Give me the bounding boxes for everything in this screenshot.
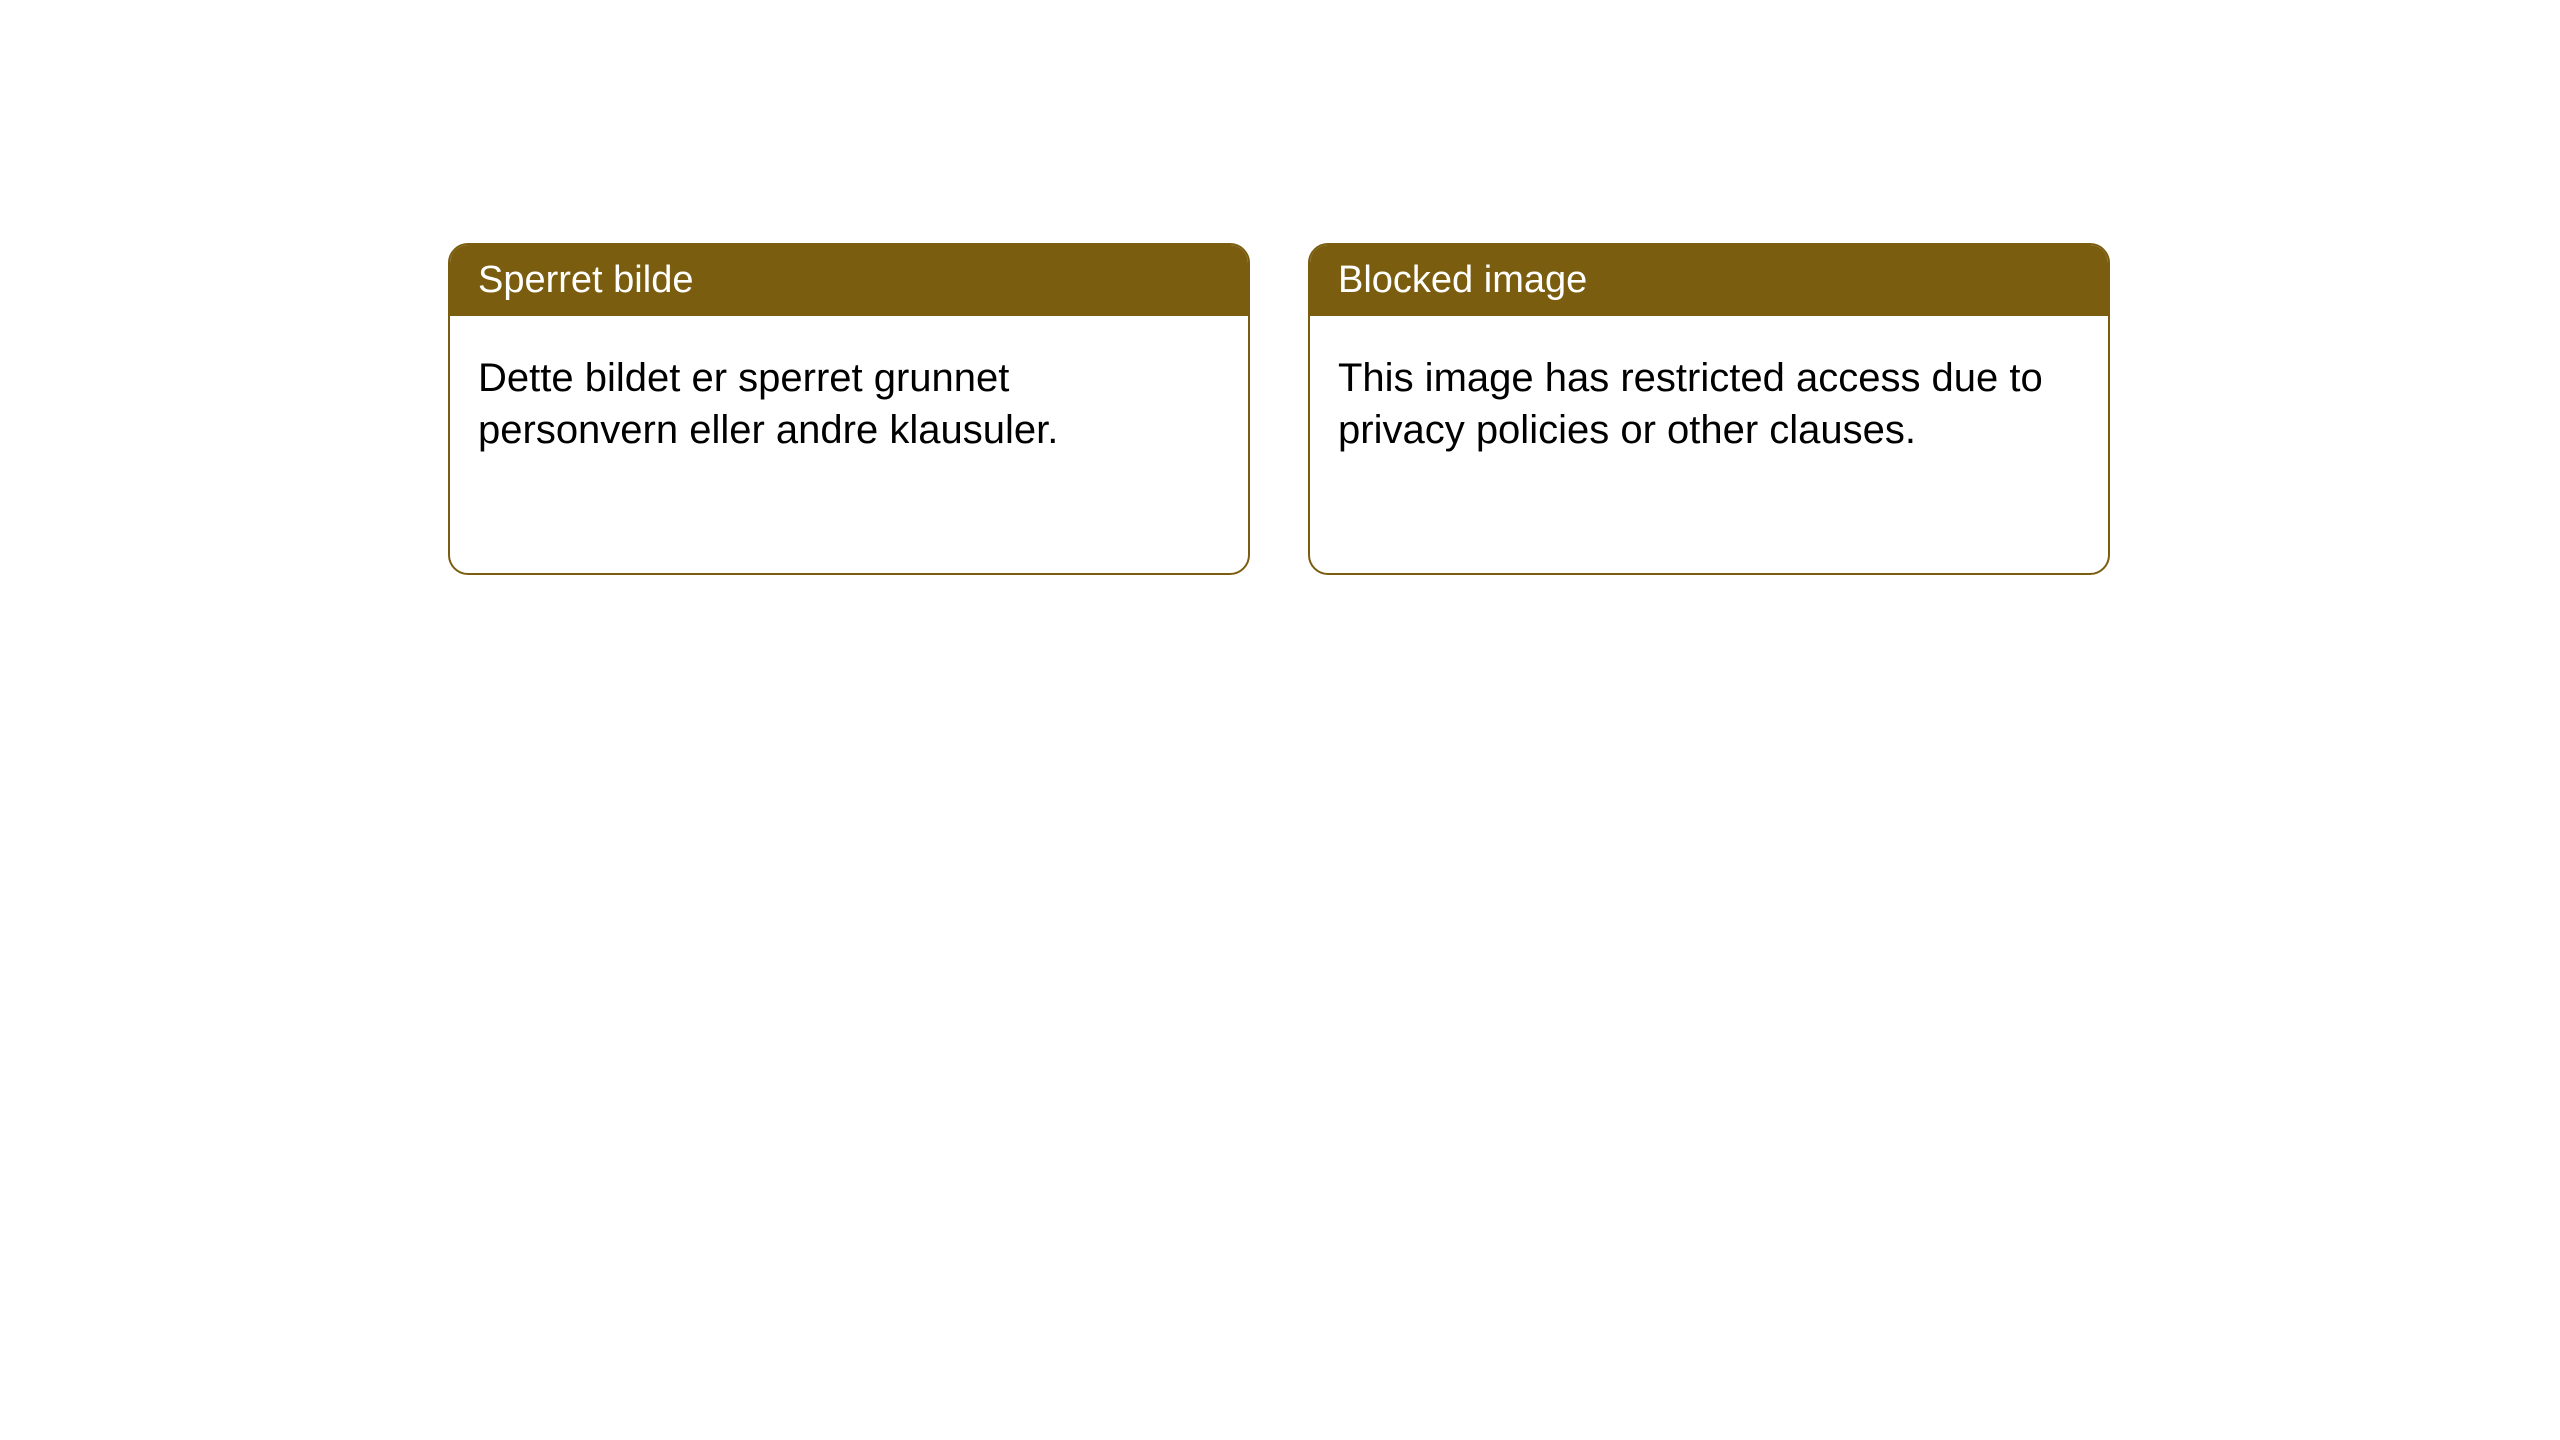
card-header-en: Blocked image [1310, 245, 2108, 316]
blocked-image-card-en: Blocked image This image has restricted … [1308, 243, 2110, 575]
cards-container: Sperret bilde Dette bildet er sperret gr… [0, 0, 2560, 575]
card-header-no: Sperret bilde [450, 245, 1248, 316]
blocked-image-card-no: Sperret bilde Dette bildet er sperret gr… [448, 243, 1250, 575]
card-body-en: This image has restricted access due to … [1310, 316, 2108, 492]
card-body-no: Dette bildet er sperret grunnet personve… [450, 316, 1248, 492]
